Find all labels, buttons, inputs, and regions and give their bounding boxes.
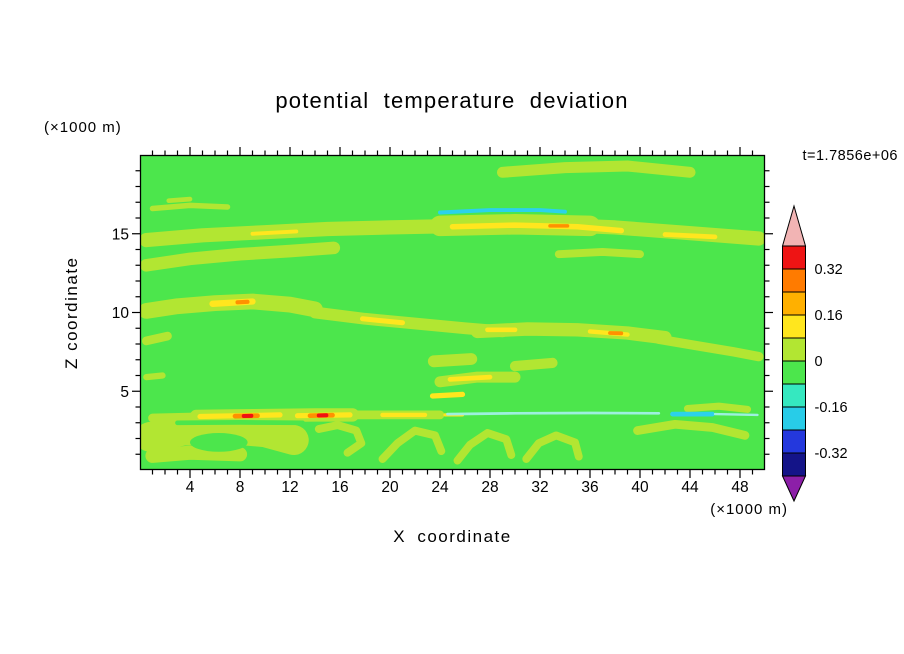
svg-text:12: 12: [281, 479, 298, 496]
svg-text:5: 5: [120, 384, 129, 401]
svg-text:28: 28: [481, 479, 498, 496]
svg-text:36: 36: [581, 479, 598, 496]
svg-text:8: 8: [236, 479, 245, 496]
x-axis-title: X coordinate: [393, 527, 512, 546]
svg-text:44: 44: [681, 479, 699, 496]
svg-text:-0.32: -0.32: [815, 446, 848, 462]
svg-text:0.32: 0.32: [815, 262, 843, 278]
svg-text:16: 16: [331, 479, 348, 496]
svg-text:32: 32: [531, 479, 548, 496]
svg-text:15: 15: [112, 226, 129, 243]
y-axis-title: Z coordinate: [62, 256, 81, 369]
svg-text:10: 10: [112, 305, 130, 322]
svg-text:40: 40: [631, 479, 649, 496]
svg-text:-0.16: -0.16: [815, 400, 848, 416]
y-axis-unit-label: (×1000 m): [44, 119, 122, 136]
time-annotation: t=1.7856e+06: [802, 148, 898, 164]
svg-text:24: 24: [431, 479, 449, 496]
x-axis-unit-label: (×1000 m): [710, 501, 788, 518]
svg-text:0.16: 0.16: [815, 308, 843, 324]
svg-text:4: 4: [186, 479, 195, 496]
svg-text:48: 48: [731, 479, 748, 496]
chart-title: potential temperature deviation: [275, 88, 629, 113]
colorbar: 0.32 0.16 0 -0.16 -0.32: [781, 204, 848, 503]
svg-text:20: 20: [381, 479, 399, 496]
svg-text:0: 0: [815, 354, 823, 370]
